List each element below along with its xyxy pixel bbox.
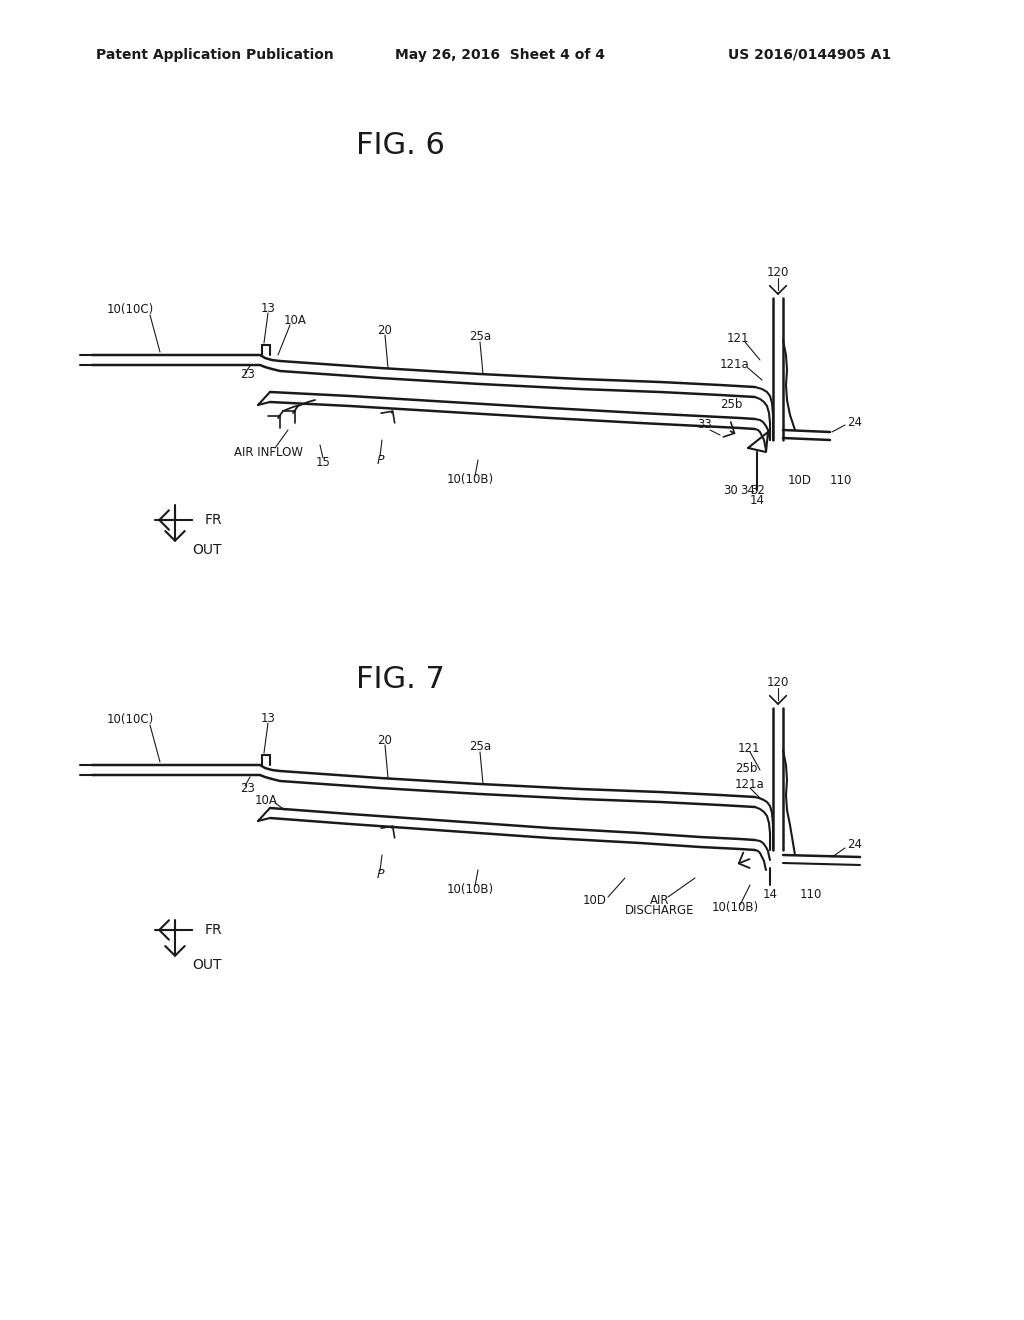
Text: 121: 121 <box>738 742 761 755</box>
Text: 20: 20 <box>378 323 392 337</box>
Text: 10A: 10A <box>284 314 306 326</box>
Text: AIR: AIR <box>650 894 670 907</box>
Text: 121a: 121a <box>735 779 765 792</box>
Text: DISCHARGE: DISCHARGE <box>626 903 694 916</box>
Text: 20: 20 <box>378 734 392 747</box>
Text: 13: 13 <box>260 301 275 314</box>
Text: 120: 120 <box>767 265 790 279</box>
Text: 25b: 25b <box>720 399 742 412</box>
Text: 13: 13 <box>260 711 275 725</box>
Text: 120: 120 <box>767 676 790 689</box>
Text: P: P <box>376 454 384 466</box>
Text: Patent Application Publication: Patent Application Publication <box>96 48 334 62</box>
Text: May 26, 2016  Sheet 4 of 4: May 26, 2016 Sheet 4 of 4 <box>395 48 605 62</box>
Text: OUT: OUT <box>193 543 221 557</box>
Text: 24: 24 <box>848 838 862 851</box>
Text: FR: FR <box>205 923 222 937</box>
Text: 25a: 25a <box>469 330 492 343</box>
Text: 10(10B): 10(10B) <box>446 474 494 487</box>
Text: 25b: 25b <box>735 762 758 775</box>
Text: US 2016/0144905 A1: US 2016/0144905 A1 <box>728 48 892 62</box>
Text: 32: 32 <box>751 483 765 496</box>
Text: 121: 121 <box>727 331 750 345</box>
Text: 10D: 10D <box>788 474 812 487</box>
Text: 14: 14 <box>763 887 777 900</box>
Text: AIR INFLOW: AIR INFLOW <box>233 446 302 459</box>
Text: 110: 110 <box>800 887 822 900</box>
Text: OUT: OUT <box>193 958 221 972</box>
Text: 34: 34 <box>740 483 756 496</box>
Text: 10D: 10D <box>583 894 607 907</box>
Text: 30: 30 <box>723 483 738 496</box>
Text: 10(10C): 10(10C) <box>106 714 154 726</box>
Text: 10(10B): 10(10B) <box>712 902 759 915</box>
Text: FIG. 6: FIG. 6 <box>355 131 444 160</box>
Text: 10(10C): 10(10C) <box>106 304 154 317</box>
Text: 10A: 10A <box>255 793 278 807</box>
Text: 14: 14 <box>750 494 765 507</box>
Text: 23: 23 <box>240 781 255 795</box>
Text: 15: 15 <box>315 455 331 469</box>
Text: 10(10B): 10(10B) <box>446 883 494 896</box>
Text: 23: 23 <box>240 368 255 381</box>
Text: 24: 24 <box>848 416 862 429</box>
Text: P: P <box>376 869 384 882</box>
Text: FR: FR <box>205 513 222 527</box>
Text: 33: 33 <box>697 418 713 432</box>
Text: 121a: 121a <box>720 359 750 371</box>
Text: 25a: 25a <box>469 741 492 754</box>
Text: FIG. 7: FIG. 7 <box>355 665 444 694</box>
Text: 110: 110 <box>830 474 852 487</box>
